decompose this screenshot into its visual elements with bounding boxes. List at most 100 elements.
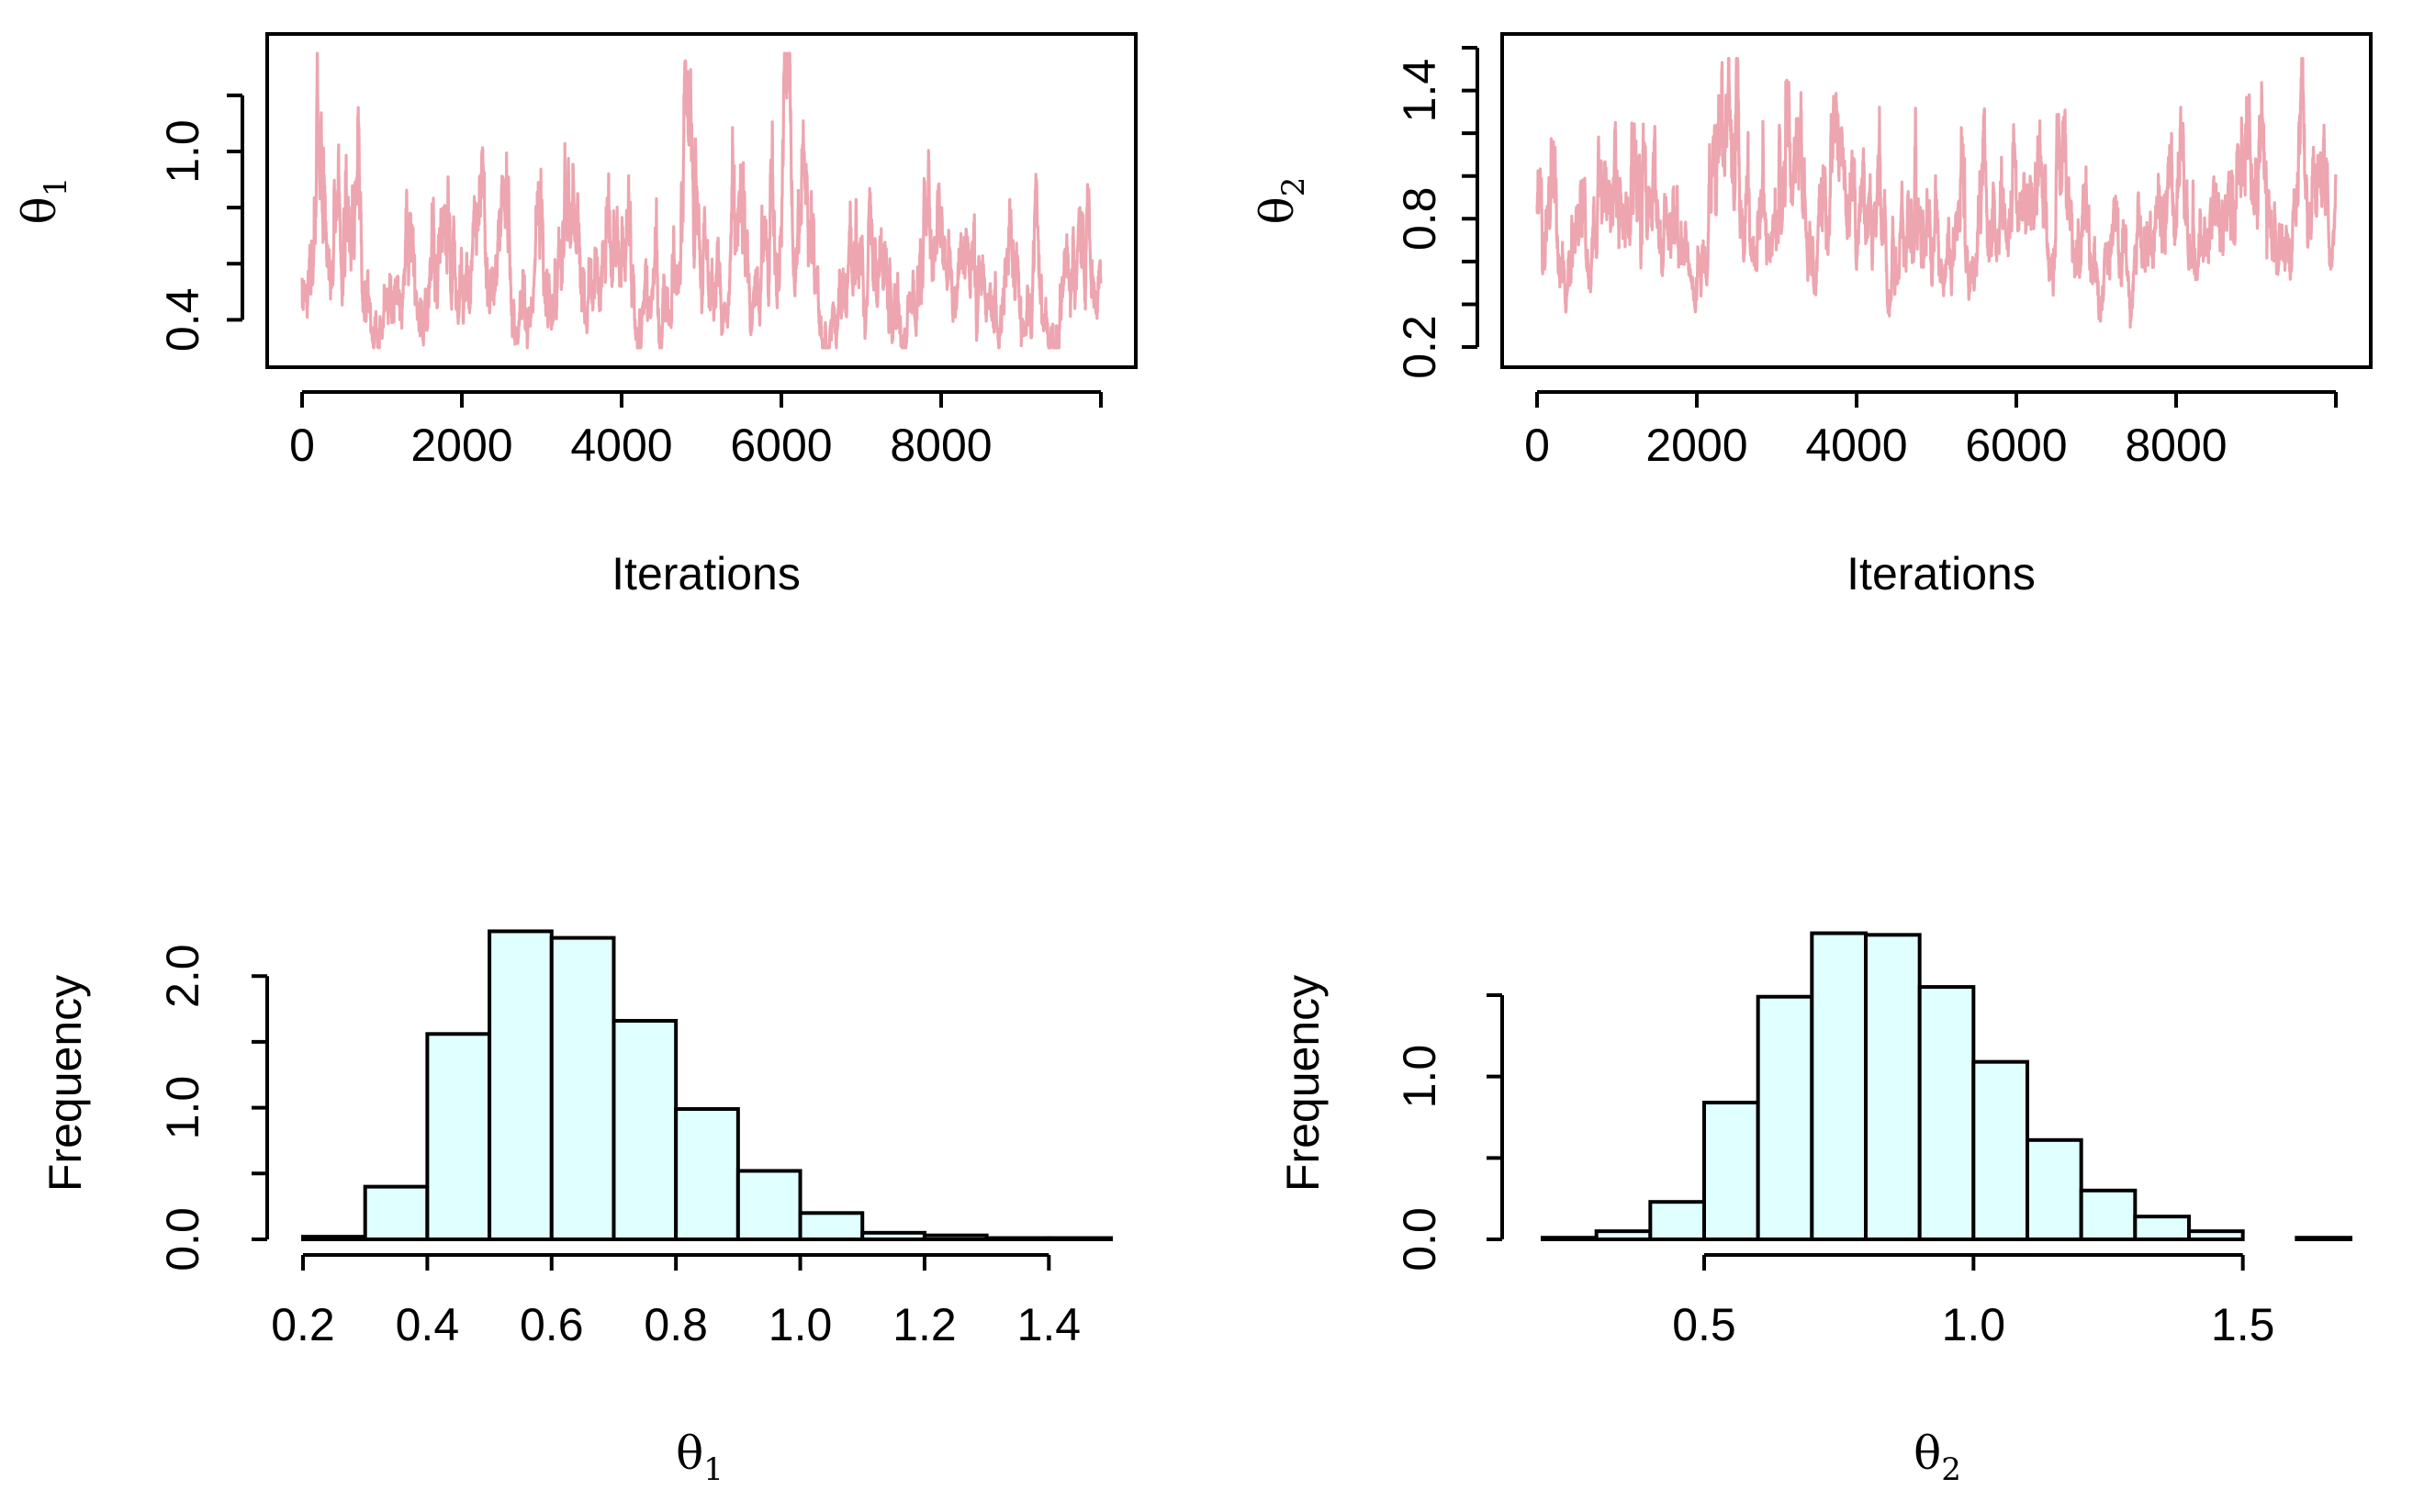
- x-tick-label: 0.2: [271, 1299, 335, 1350]
- trace-theta2-panel: 0 2000 4000 6000 8000 0.2 0.8 1.4 Iterations θ2: [1251, 32, 2373, 599]
- y-axis: 0.0 1.0 2.0: [157, 944, 269, 1271]
- histogram-bar: [798, 1211, 865, 1241]
- trace-theta1-panel: 0 2000 4000 6000 8000 0.4 1.0 Iterations θ1: [13, 32, 1138, 599]
- histogram-bar: [1702, 1101, 1760, 1241]
- y-axis: 0.0 1.0: [1394, 992, 1504, 1271]
- y-tick-label: 1.0: [1394, 1045, 1445, 1109]
- y-tick-label: 0.8: [1394, 187, 1445, 252]
- y-axis-title: Frequency: [39, 975, 91, 1192]
- x-axis-title-base: θ: [676, 1427, 703, 1480]
- y-axis-title: θ1: [13, 177, 74, 225]
- y-axis-title-text: θ2: [1251, 177, 1312, 225]
- x-axis: 0.5 1.0 1.5: [1672, 1253, 2275, 1350]
- hist-theta1-panel: 0.2 0.4 0.6 0.8 1.0 1.2 1.4 0.0 1.0 2.0 θ1 Frequenc…: [39, 929, 1114, 1488]
- histogram-bar: [2079, 1188, 2138, 1241]
- y-tick-label: 1.0: [157, 1076, 208, 1140]
- histogram-bar: [301, 1235, 367, 1242]
- y-axis-title-group: Frequency: [39, 975, 91, 1192]
- y-tick-label: 2.0: [157, 944, 208, 1008]
- histogram-bar: [2295, 1236, 2352, 1242]
- histogram-bar: [1594, 1229, 1653, 1242]
- x-tick-label: 2000: [1645, 420, 1747, 471]
- histogram-bar: [2026, 1137, 2083, 1242]
- histogram-bar: [735, 1169, 802, 1242]
- x-axis-title-base: θ: [1914, 1427, 1941, 1480]
- y-tick-label-group: 1.4: [1394, 59, 1445, 123]
- y-tick-label-group: 1.0: [157, 1076, 208, 1140]
- x-tick-label: 0.5: [1672, 1299, 1736, 1350]
- y-axis-title: Frequency: [1277, 975, 1329, 1192]
- plot-frame: [265, 32, 1138, 369]
- y-tick-label: 0.0: [1394, 1207, 1445, 1271]
- y-tick-label: 0.2: [1394, 315, 1445, 379]
- y-tick-label-group: 2.0: [157, 944, 208, 1008]
- histogram-bar: [1648, 1200, 1707, 1242]
- histogram-bar: [1047, 1236, 1114, 1241]
- x-tick-label: 0: [1524, 420, 1550, 471]
- y-axis-title-text: θ1: [13, 177, 74, 225]
- histogram-bar: [549, 935, 616, 1241]
- y-tick-label: 0.0: [157, 1207, 208, 1271]
- x-axis-title: Iterations: [1846, 548, 2036, 599]
- x-tick-label: 0.6: [520, 1299, 584, 1350]
- histogram-bar: [488, 929, 554, 1241]
- y-tick-label: 1.0: [157, 119, 208, 184]
- histogram-bar: [2133, 1215, 2191, 1242]
- histogram-bars: [301, 929, 1114, 1242]
- y-tick-label-group: 0.4: [157, 288, 208, 353]
- histogram-bar: [612, 1018, 679, 1242]
- y-axis-title-sub: 1: [38, 177, 74, 197]
- y-tick-label-group: 0.8: [1394, 187, 1445, 252]
- x-tick-label: 0: [289, 420, 315, 471]
- y-tick-label-group: 1.0: [1394, 1045, 1445, 1109]
- histogram-bar: [1541, 1236, 1599, 1242]
- plot-frame: [1500, 32, 2373, 369]
- x-tick-label: 8000: [890, 420, 992, 471]
- x-tick-label: 4000: [570, 420, 672, 471]
- x-axis: 0.2 0.4 0.6 0.8 1.0 1.2 1.4: [271, 1253, 1081, 1350]
- x-tick-label: 0.4: [396, 1299, 460, 1350]
- x-tick-label: 1.0: [769, 1299, 833, 1350]
- x-axis-title: Iterations: [612, 548, 801, 599]
- histogram-bar: [674, 1107, 740, 1241]
- y-tick-label-group: 0.0: [1394, 1207, 1445, 1271]
- x-axis-title-text: θ2: [1914, 1427, 1961, 1488]
- x-tick-label: 8000: [2125, 420, 2227, 471]
- histogram-bar: [984, 1236, 1051, 1241]
- y-tick-label: 0.4: [157, 288, 208, 353]
- x-tick-label: 6000: [730, 420, 832, 471]
- y-axis: 0.2 0.8 1.4: [1394, 46, 1479, 379]
- y-tick-label: 1.4: [1394, 59, 1445, 123]
- y-axis-title-base: θ: [13, 196, 66, 224]
- x-tick-label: 0.8: [644, 1299, 708, 1350]
- histogram-bar: [363, 1184, 430, 1242]
- histogram-bar: [1864, 933, 1922, 1241]
- x-tick-label: 2000: [410, 420, 512, 471]
- y-tick-label-group: 1.0: [157, 119, 208, 184]
- x-axis-title: θ2: [1914, 1427, 1961, 1488]
- histogram-bar: [1810, 931, 1869, 1241]
- y-tick-label-group: 0.2: [1394, 315, 1445, 379]
- x-axis-title: θ1: [676, 1427, 724, 1488]
- histogram-bar: [1756, 994, 1814, 1242]
- x-axis-title-text: θ1: [676, 1427, 724, 1488]
- x-tick-label: 1.0: [1942, 1299, 2006, 1350]
- x-tick-label: 1.2: [892, 1299, 957, 1350]
- x-tick-label: 4000: [1805, 420, 1907, 471]
- y-axis-title: θ2: [1251, 177, 1312, 225]
- y-axis-title-base: θ: [1251, 196, 1304, 224]
- y-tick-label-group: 0.0: [157, 1207, 208, 1271]
- x-axis-title-sub: 1: [703, 1451, 724, 1488]
- y-axis-title-group: Frequency: [1277, 975, 1329, 1192]
- histogram-bar: [1971, 1059, 2029, 1242]
- histogram-bar: [922, 1233, 989, 1242]
- histogram-bar: [2187, 1229, 2245, 1242]
- histogram-bar: [860, 1230, 926, 1242]
- hist-theta2-panel: 0.5 1.0 1.5 0.0 1.0 θ2 Frequency: [1277, 931, 2352, 1488]
- trace-line-1: [300, 51, 1103, 350]
- x-tick-label: 1.5: [2211, 1299, 2275, 1350]
- trace-line-2: [1535, 57, 2338, 329]
- histogram-bar: [425, 1032, 492, 1241]
- x-tick-label: 6000: [1965, 420, 2067, 471]
